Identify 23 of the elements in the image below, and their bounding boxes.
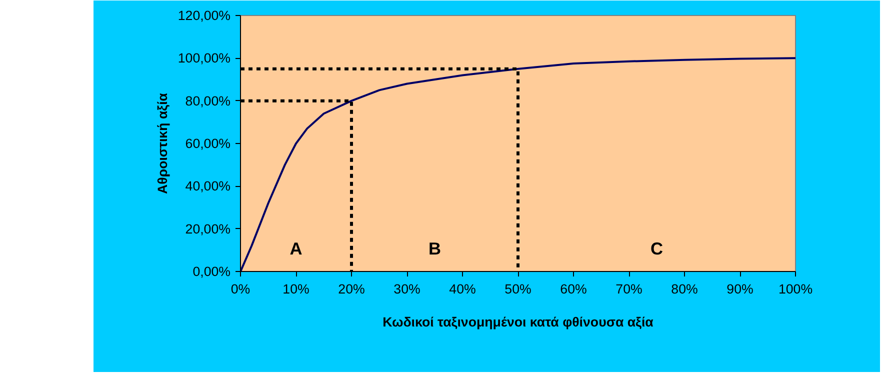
y-tick-label: 20,00% (185, 221, 231, 236)
x-tick-label: 70% (616, 282, 642, 296)
y-tick-label: 100,00% (178, 50, 231, 66)
x-axis-title: Κωδικοί ταξινομημένοι κατά φθίνουσα αξία (382, 314, 654, 330)
annotation: C (650, 238, 664, 258)
y-tick-label: 40,00% (185, 178, 231, 194)
annotation: B (428, 238, 442, 258)
y-axis-title: Αθροιστική αξία (154, 92, 170, 194)
y-tick-label: 120,00% (178, 8, 231, 23)
x-tick-label: 80% (671, 282, 698, 296)
x-tick-label: 50% (504, 282, 532, 296)
y-tick-label: 80,00% (185, 93, 231, 108)
x-tick-label: 90% (726, 282, 754, 296)
x-tick-label: 0% (230, 282, 250, 296)
x-tick-label: 60% (560, 282, 587, 296)
y-tick-label: 0,00% (192, 264, 231, 279)
x-tick-label: 40% (449, 282, 476, 296)
annotation: A (290, 238, 303, 258)
x-tick-label: 20% (338, 282, 365, 296)
x-tick-label: 100% (778, 282, 813, 296)
x-tick-label: 10% (282, 282, 310, 296)
y-tick-label: 60,00% (185, 136, 231, 151)
x-tick-label: 30% (394, 282, 420, 296)
